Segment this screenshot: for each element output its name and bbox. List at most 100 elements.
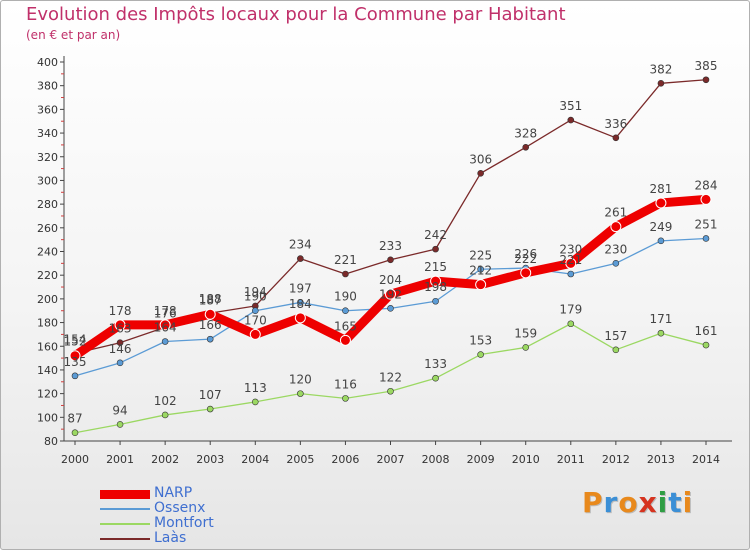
data-label: 226 — [514, 247, 537, 261]
data-point — [430, 275, 442, 287]
data-point — [116, 359, 124, 367]
y-tick-label: 160 — [37, 340, 58, 353]
legend-label-narp: NARP — [154, 485, 193, 501]
data-point — [520, 267, 532, 279]
data-label: 249 — [649, 220, 672, 234]
data-label: 187 — [199, 293, 222, 307]
data-point — [206, 405, 214, 413]
x-tick-label: 2012 — [602, 453, 630, 466]
data-label: 146 — [109, 342, 132, 356]
x-tick-label: 2008 — [422, 453, 450, 466]
data-label: 94 — [112, 403, 127, 417]
data-point — [297, 390, 304, 397]
x-tick-label: 2000 — [61, 453, 89, 466]
data-label: 234 — [289, 238, 312, 252]
y-tick-label: 140 — [37, 364, 58, 377]
data-point — [385, 288, 396, 300]
data-point — [71, 429, 79, 437]
data-label: 176 — [154, 306, 177, 320]
data-point — [702, 235, 710, 242]
y-tick-label: 300 — [37, 174, 58, 187]
x-tick-label: 2011 — [557, 453, 585, 466]
y-tick-label: 380 — [37, 80, 58, 93]
data-label: 225 — [469, 248, 492, 262]
x-tick-label: 2004 — [241, 453, 269, 466]
logo-letter: i — [682, 486, 694, 519]
data-point — [522, 344, 530, 351]
y-tick-label: 220 — [37, 269, 58, 282]
data-point — [567, 270, 575, 278]
data-label: 351 — [559, 99, 582, 113]
legend-label-laas: Laàs — [154, 530, 187, 546]
x-tick-label: 2003 — [196, 453, 224, 466]
data-label: 153 — [469, 334, 492, 348]
proxiti-logo: Proxiti — [582, 486, 693, 519]
data-label: 212 — [469, 264, 492, 278]
data-point — [294, 312, 306, 324]
data-point — [159, 319, 171, 331]
data-label: 194 — [244, 285, 267, 299]
data-label: 221 — [334, 253, 357, 267]
data-point — [477, 170, 484, 177]
data-label: 120 — [289, 373, 312, 387]
y-tick-label: 100 — [37, 411, 58, 424]
data-point — [297, 299, 304, 306]
x-tick-label: 2014 — [692, 453, 720, 466]
y-tick-label: 80 — [44, 435, 58, 448]
data-label: 161 — [695, 324, 718, 338]
series-narp — [69, 193, 712, 362]
legend-swatch-ossenx — [100, 508, 150, 510]
y-tick-label: 360 — [37, 103, 58, 116]
data-label: 306 — [469, 152, 492, 166]
y-tick-label: 340 — [37, 127, 58, 140]
data-label: 215 — [424, 260, 447, 274]
y-tick-label: 280 — [37, 198, 58, 211]
data-label: 251 — [695, 217, 718, 231]
logo-letter: P — [582, 486, 604, 519]
y-tick-label: 400 — [37, 56, 58, 69]
data-label: 164 — [154, 321, 177, 335]
legend-label-ossenx: Ossenx — [154, 500, 206, 516]
y-tick-label: 200 — [37, 293, 58, 306]
x-tick-label: 2013 — [647, 453, 675, 466]
data-label: 204 — [379, 273, 402, 287]
data-label: 190 — [334, 290, 357, 304]
data-label: 242 — [424, 228, 447, 242]
data-label: 233 — [379, 239, 402, 253]
data-point — [251, 307, 259, 315]
chart-subtitle: (en € et par an) — [26, 28, 121, 42]
x-tick-label: 2010 — [512, 453, 540, 466]
data-label: 261 — [604, 206, 627, 220]
data-label: 133 — [424, 357, 447, 371]
data-point — [387, 256, 394, 264]
data-label: 159 — [514, 326, 537, 340]
data-point — [206, 335, 214, 343]
data-point — [432, 374, 439, 382]
data-point — [432, 245, 439, 253]
data-point — [387, 305, 394, 312]
data-point — [477, 351, 484, 358]
data-label: 113 — [244, 381, 267, 395]
data-label: 107 — [199, 388, 222, 402]
data-label: 166 — [199, 318, 222, 332]
data-label: 178 — [154, 304, 177, 318]
data-point — [161, 411, 169, 419]
data-label: 281 — [649, 182, 672, 196]
data-point — [339, 334, 351, 346]
data-label: 190 — [244, 290, 267, 304]
data-point — [565, 257, 577, 269]
data-label: 179 — [559, 303, 582, 317]
logo-letter: t — [668, 486, 683, 519]
data-point — [655, 197, 667, 209]
data-point — [297, 255, 304, 262]
logo-letter: x — [638, 486, 658, 519]
data-point — [612, 134, 620, 142]
data-point — [69, 350, 81, 362]
data-point — [477, 265, 484, 273]
y-tick-label: 180 — [37, 317, 58, 330]
data-label: 230 — [559, 242, 582, 256]
data-label: 198 — [424, 280, 447, 294]
data-label: 336 — [604, 117, 627, 131]
